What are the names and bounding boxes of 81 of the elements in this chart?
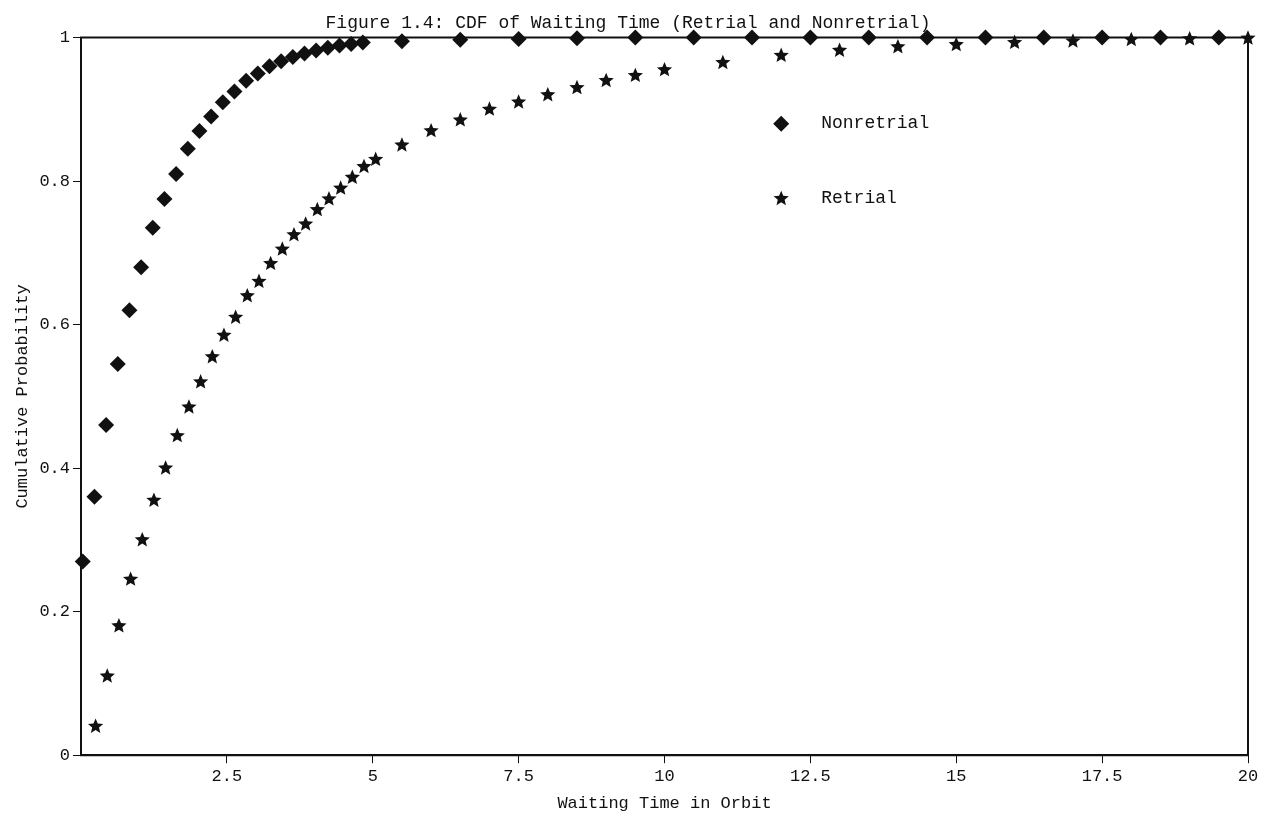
point [331,37,348,54]
point [540,87,556,102]
point [226,83,243,100]
point [598,72,614,88]
point [452,112,468,127]
point [261,58,278,75]
y-tick-label: 1 [59,28,70,48]
point [423,122,439,138]
point [87,718,104,733]
point [122,571,139,586]
point [146,492,162,507]
x-tick-label: 7.5 [503,766,534,786]
point [251,273,267,289]
point [627,67,643,83]
point [214,94,231,111]
point [286,226,302,242]
point [109,356,126,373]
point [263,255,279,271]
x-tick-label: 17.5 [1081,766,1123,786]
point [511,94,527,109]
point [216,327,232,342]
point [111,618,127,633]
point [394,137,410,152]
x-tick-label: 15 [946,766,967,786]
point [86,488,103,505]
x-tick-label: 12.5 [789,766,831,786]
point [156,191,173,208]
point [134,531,150,547]
point [193,374,209,389]
y-axis-title: Cumulative Probability [12,284,32,509]
point [204,348,220,364]
point [238,72,255,89]
point [890,38,906,54]
point [169,427,185,443]
point [296,45,313,62]
point [309,201,325,217]
x-axis-title: Waiting Time in Orbit [557,794,772,814]
point [191,122,208,139]
point [481,101,498,116]
point [319,39,336,56]
x-tick-label: 10 [654,766,675,786]
point [344,169,360,184]
point [133,259,150,276]
point [333,180,349,195]
point [356,158,372,174]
point [569,79,585,95]
point [321,191,337,206]
y-tick-label: 0.4 [39,458,70,478]
point [273,53,290,70]
point [121,302,138,319]
legend-label: Nonretrial [821,113,930,134]
point [144,219,161,236]
x-tick-label: 5 [367,766,378,786]
point [368,151,384,167]
point [228,309,244,324]
y-tick-label: 0.2 [39,602,70,622]
point [298,216,314,231]
legend-label: Retrial [821,188,897,209]
point [715,54,731,70]
point [773,47,789,63]
point [168,165,185,182]
point [308,42,325,59]
point [179,140,196,157]
point [239,287,255,303]
point [158,460,174,475]
point [181,399,197,414]
point [203,108,220,125]
chart-title: Figure 1.4: CDF of Waiting Time (Retrial and Nonretrial) [325,12,931,33]
point [656,61,673,77]
point [249,65,266,82]
point [284,48,301,65]
point [831,42,848,57]
point [948,36,964,52]
y-tick-label: 0.6 [39,315,70,335]
y-tick-label: 0.8 [39,171,70,191]
x-tick-label: 2.5 [211,766,243,786]
x-tick-label: 20 [1237,766,1259,786]
y-tick-label: 0 [59,745,70,765]
point [99,668,115,683]
point [274,241,290,256]
point [98,417,115,434]
